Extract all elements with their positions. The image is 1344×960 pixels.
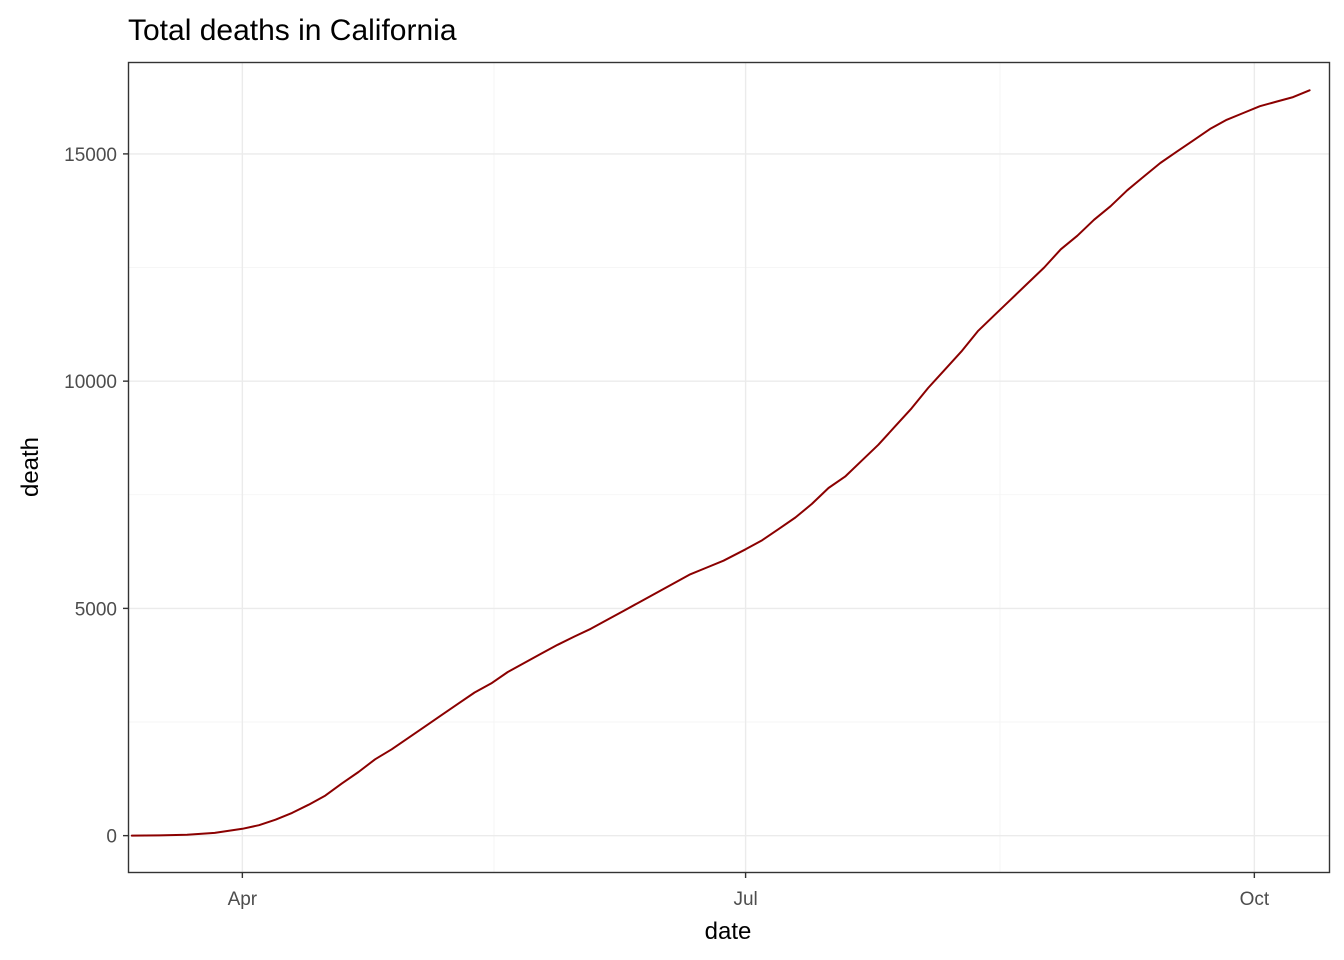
y-axis-title: death <box>17 437 44 497</box>
x-axis-title: date <box>705 918 752 945</box>
chart-title: Total deaths in California <box>128 14 457 47</box>
y-tick-label-2: 10000 <box>64 372 117 393</box>
x-tick-label-0: Apr <box>228 889 258 910</box>
x-axis: Apr Jul Oct <box>228 872 1270 910</box>
minor-grid <box>129 63 1329 872</box>
series-line-death <box>130 89 1311 837</box>
data-layer <box>130 89 1311 837</box>
x-tick-label-1: Jul <box>733 889 757 910</box>
x-tick-label-2: Oct <box>1240 889 1270 910</box>
y-tick-label-0: 0 <box>106 827 117 848</box>
panel-border <box>127 61 1331 874</box>
y-tick-label-3: 15000 <box>64 145 117 166</box>
y-tick-label-1: 5000 <box>75 599 117 620</box>
major-grid <box>129 63 1329 872</box>
y-axis: 0 5000 10000 15000 <box>64 145 129 848</box>
